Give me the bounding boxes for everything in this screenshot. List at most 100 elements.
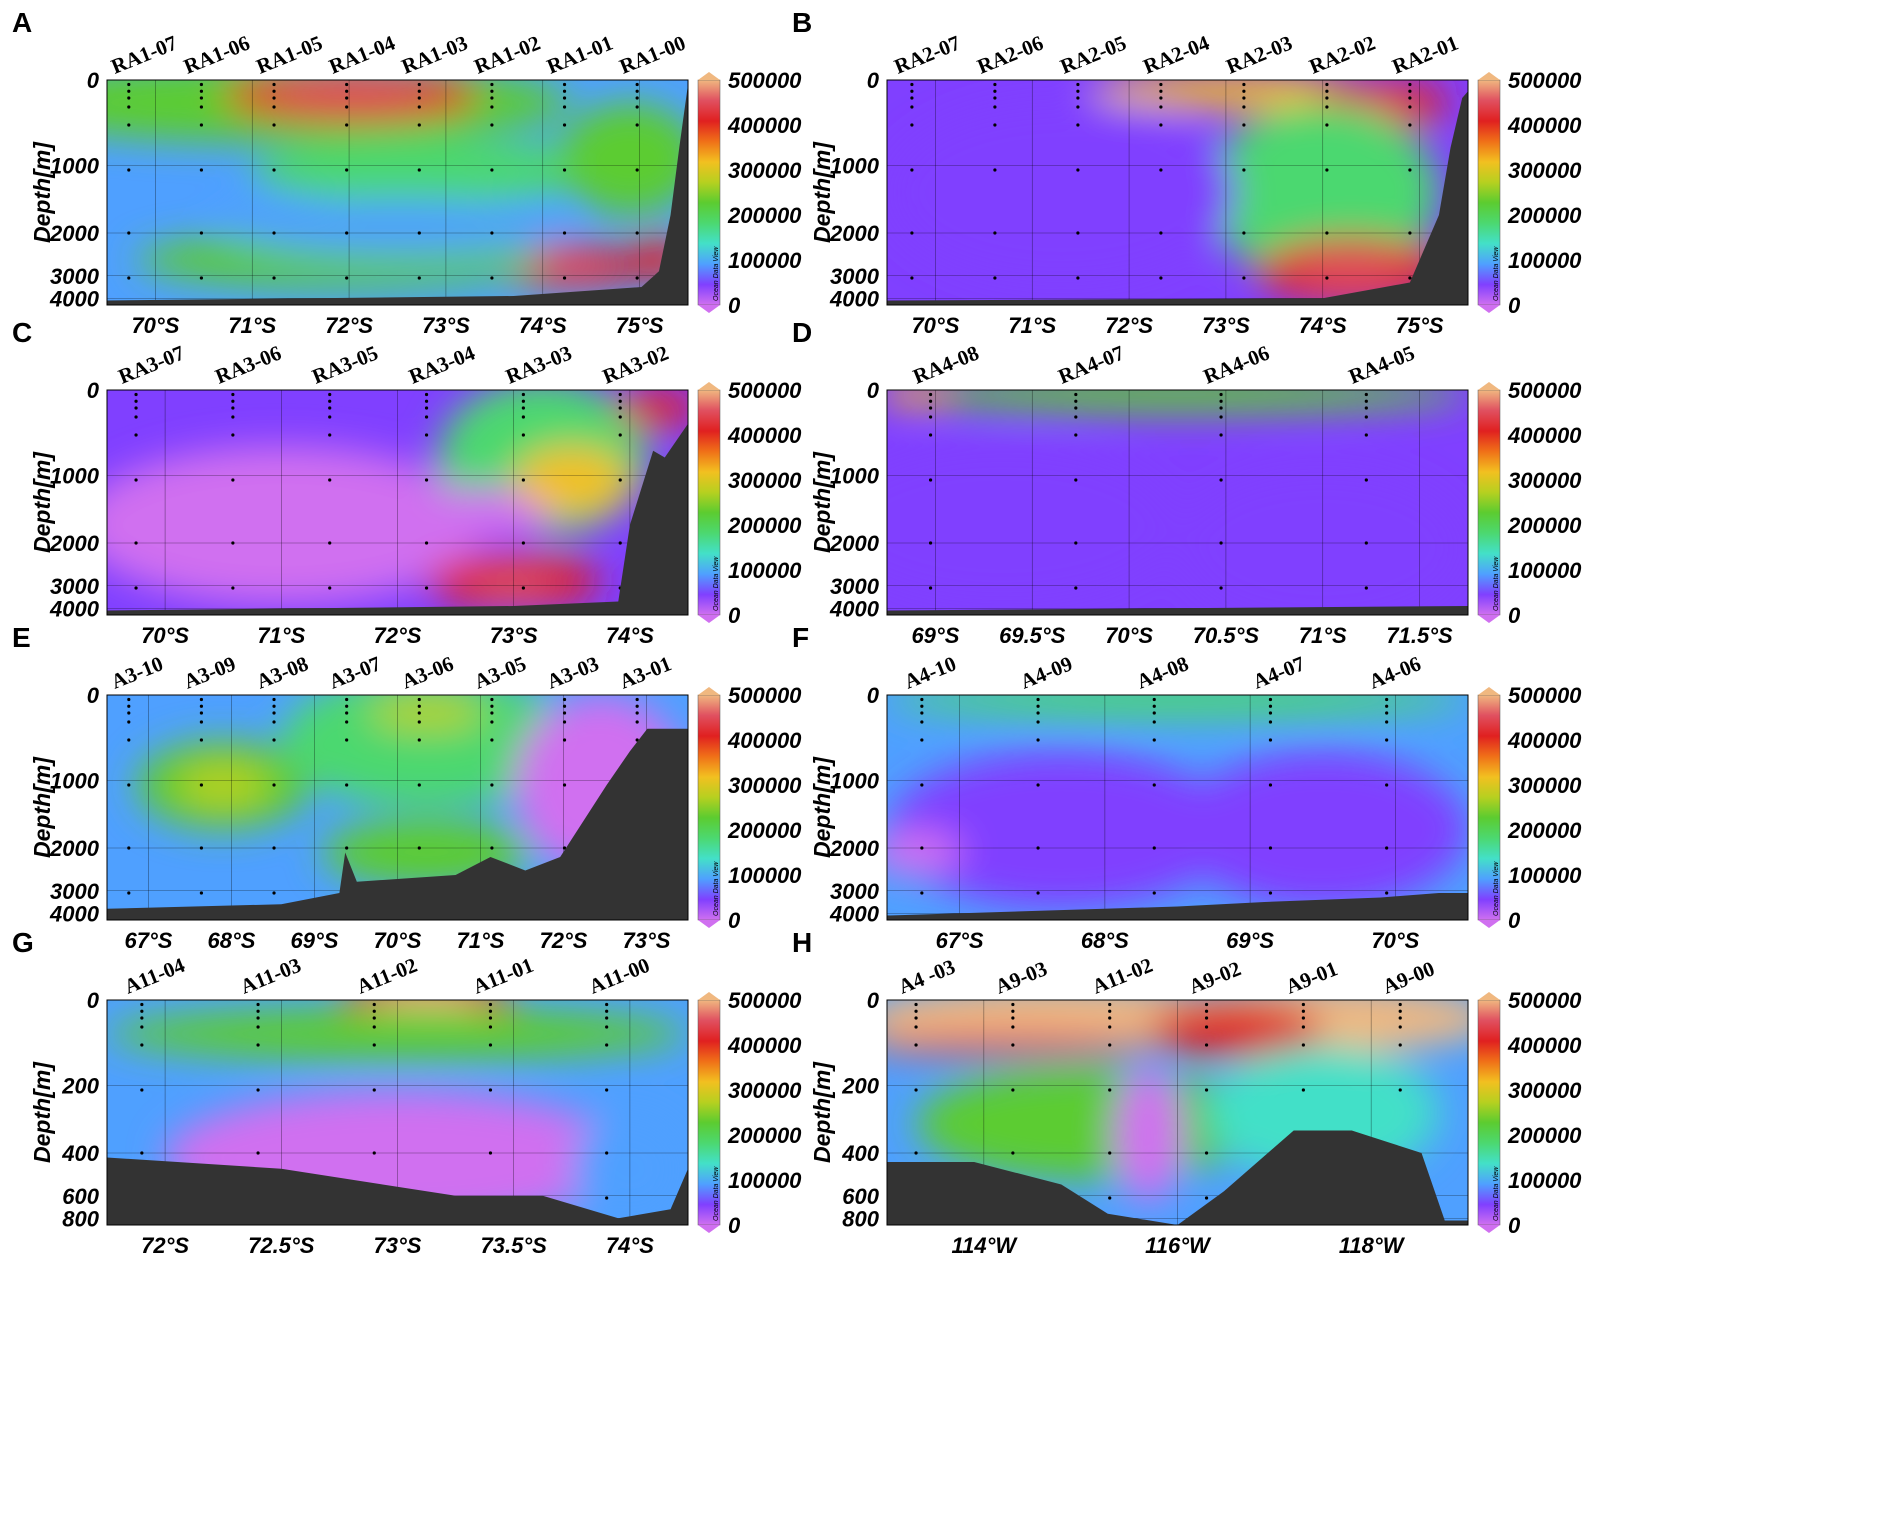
sample-point — [1204, 1043, 1209, 1047]
concentration-patch — [1113, 1067, 1184, 1203]
sample-point — [127, 82, 131, 87]
sample-point — [256, 1151, 260, 1155]
concentration-patch — [887, 751, 1236, 909]
sample-point — [1364, 541, 1368, 545]
sample-point — [1398, 1002, 1402, 1007]
sample-point — [1219, 433, 1223, 437]
sample-point — [127, 123, 131, 127]
x-tick-label: 69.5°S — [999, 623, 1066, 648]
panel-letter: C — [12, 317, 32, 348]
heatmap-field — [887, 390, 1468, 615]
concentration-patch — [1293, 253, 1410, 290]
sample-point — [417, 96, 421, 100]
x-tick-label: 70°S — [1105, 623, 1153, 648]
sample-point — [910, 105, 914, 109]
sample-point — [127, 89, 131, 93]
station-label: RA2-04 — [1140, 30, 1213, 78]
sample-point — [1364, 586, 1368, 590]
colorbar-tick-label: 500000 — [728, 683, 802, 708]
y-axis-label: Depth[m] — [809, 1061, 835, 1163]
sample-point — [372, 1088, 376, 1092]
concentration-patch — [513, 446, 630, 514]
sample-point — [605, 1196, 609, 1200]
panel-letter: E — [12, 622, 31, 653]
y-tick-label: 1000 — [830, 154, 880, 179]
colorbar-tick-label: 400000 — [727, 1033, 802, 1058]
sample-point — [1398, 1043, 1402, 1047]
panel-letter: G — [12, 927, 34, 958]
sample-point — [490, 96, 494, 100]
sample-point — [424, 399, 429, 403]
sample-point — [618, 399, 622, 403]
concentration-patch — [887, 1033, 1149, 1057]
sample-point — [256, 1043, 260, 1047]
y-axis-label: Depth[m] — [29, 1061, 55, 1163]
sample-point — [272, 89, 276, 93]
sample-point — [1301, 1088, 1305, 1092]
x-tick-label: 74°S — [519, 313, 567, 338]
sample-point — [1076, 89, 1080, 93]
sample-point — [256, 1016, 260, 1020]
sample-point — [1325, 96, 1329, 100]
heatmap-features — [107, 390, 688, 609]
sample-point — [928, 478, 933, 482]
sample-point — [562, 704, 567, 708]
y-tick-label: 3000 — [830, 879, 880, 904]
y-tick-label: 2000 — [829, 836, 880, 861]
sample-point — [345, 738, 349, 742]
sample-point — [345, 846, 349, 850]
concentration-patch — [560, 102, 688, 215]
y-tick-label: 800 — [842, 1206, 879, 1231]
sample-point — [490, 276, 494, 280]
sample-point — [605, 1025, 609, 1029]
station-label: A9-03 — [992, 956, 1051, 998]
colorbar-tick-label: 0 — [1508, 908, 1521, 933]
sample-point — [910, 96, 914, 100]
seafloor-bathymetry — [887, 893, 1468, 920]
sample-point — [231, 586, 235, 590]
y-tick-label: 4000 — [49, 901, 100, 926]
y-tick-label: 4000 — [829, 286, 880, 311]
sample-point — [910, 168, 914, 172]
sample-point — [521, 586, 525, 590]
sample-point — [562, 720, 567, 724]
sample-point — [1219, 392, 1223, 397]
sample-point — [490, 738, 494, 742]
station-label: A3-01 — [616, 651, 675, 693]
sample-point — [1036, 704, 1040, 708]
colorbar-min-arrow — [1478, 305, 1500, 313]
sample-point — [134, 399, 138, 403]
station-label: RA2-05 — [1057, 31, 1130, 79]
y-tick-label: 0 — [87, 68, 100, 93]
y-tick-label: 600 — [62, 1184, 99, 1209]
sample-point — [231, 415, 235, 419]
station-label: RA1-00 — [616, 31, 689, 79]
colorbar-tick-label: 300000 — [728, 468, 802, 493]
station-label: RA4-05 — [1345, 341, 1418, 389]
sample-point — [1074, 541, 1078, 545]
sample-point — [1325, 82, 1329, 87]
y-tick-label: 2000 — [49, 221, 100, 246]
colorbar-max-arrow — [1478, 687, 1500, 695]
sample-point — [417, 82, 421, 87]
concentration-patch — [176, 762, 270, 808]
sample-point — [272, 82, 276, 87]
sample-point — [1204, 1151, 1209, 1155]
sample-point — [372, 1043, 376, 1047]
colorbar-tick-label: 0 — [728, 1213, 741, 1238]
sample-point — [1268, 704, 1273, 708]
sample-point — [134, 406, 138, 410]
sample-point — [1408, 89, 1412, 93]
sample-point — [1108, 1196, 1112, 1200]
sample-point — [914, 1002, 918, 1007]
concentration-patch — [887, 102, 1236, 283]
sample-point — [134, 541, 138, 545]
sample-point — [345, 89, 349, 93]
sample-point — [1268, 891, 1273, 895]
station-label: A11-02 — [353, 953, 420, 999]
sample-point — [1398, 1009, 1402, 1013]
x-tick-label: 116°W — [1145, 1233, 1212, 1258]
station-label: RA1-01 — [543, 31, 616, 79]
sample-point — [635, 276, 639, 280]
